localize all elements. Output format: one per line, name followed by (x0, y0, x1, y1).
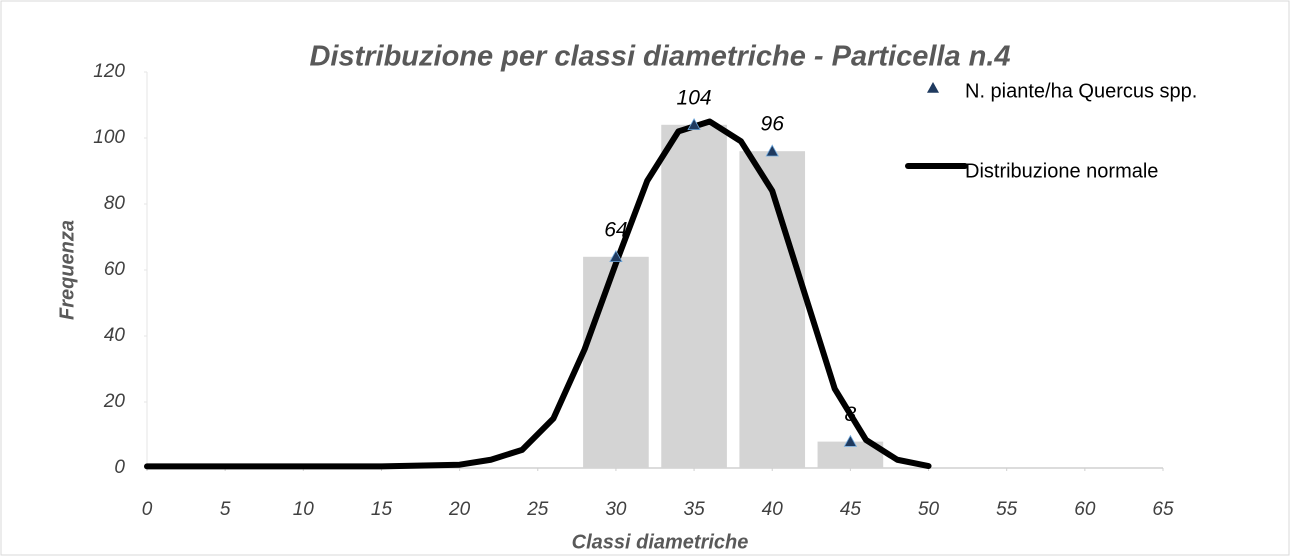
y-tick-label: 0 (114, 457, 125, 478)
x-tick-label: 10 (293, 499, 315, 520)
data-label: 64 (604, 218, 627, 241)
y-tick-label: 80 (104, 193, 126, 214)
chart-title: Distribuzione per classi diametriche - P… (309, 41, 1010, 73)
y-axis-label: Frequenza (56, 220, 78, 320)
y-tick-label: 120 (93, 61, 125, 82)
x-tick-label: 30 (605, 499, 627, 520)
data-label: 8 (845, 403, 857, 426)
x-tick-label: 20 (448, 499, 471, 520)
x-tick-label: 25 (526, 499, 549, 520)
y-tick-label: 20 (103, 391, 126, 412)
x-tick-label: 40 (762, 499, 784, 520)
legend-marker (927, 82, 939, 93)
y-tick-label: 40 (104, 325, 126, 346)
y-tick-label: 60 (104, 259, 126, 280)
x-tick-label: 35 (684, 499, 706, 520)
triangle-marker (687, 117, 701, 130)
bar (583, 256, 649, 468)
x-tick-label: 60 (1074, 499, 1096, 520)
x-tick-label: 65 (1152, 499, 1174, 520)
x-tick-label: 0 (142, 499, 153, 520)
x-tick-label: 45 (840, 499, 862, 520)
data-label: 96 (761, 113, 785, 136)
x-axis-label: Classi diametriche (572, 531, 749, 553)
line-series (144, 118, 932, 470)
triangle-marker (609, 249, 623, 262)
triangle-marker (765, 144, 779, 157)
bar (661, 124, 727, 469)
triangle-marker (843, 434, 858, 447)
x-tick-label: 55 (996, 499, 1018, 520)
data-label: 104 (677, 86, 712, 109)
x-tick-label: 5 (220, 499, 231, 520)
bar (739, 151, 806, 468)
x-tick-label: 15 (371, 499, 393, 520)
legend-label: Distribuzione normale (965, 160, 1158, 182)
y-tick-label: 100 (93, 127, 125, 148)
x-tick-label: 50 (918, 499, 940, 520)
legend-label: N. piante/ha Quercus spp. (965, 80, 1197, 102)
